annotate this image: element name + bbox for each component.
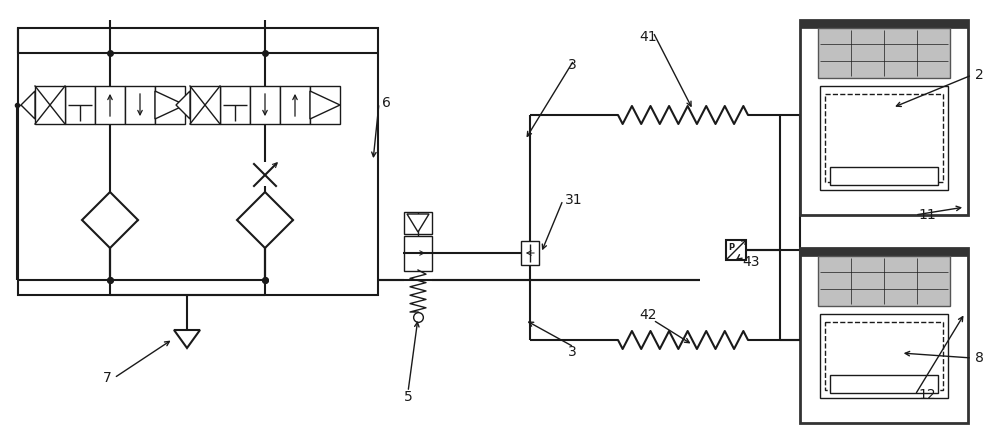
Text: 3: 3 xyxy=(568,345,576,359)
Bar xyxy=(250,86,280,124)
Polygon shape xyxy=(21,91,35,119)
Bar xyxy=(65,86,95,124)
Text: P: P xyxy=(728,243,734,252)
Polygon shape xyxy=(155,91,185,119)
Text: 6: 6 xyxy=(382,96,391,110)
Bar xyxy=(35,86,65,124)
Bar xyxy=(404,236,432,271)
Polygon shape xyxy=(310,91,340,119)
Text: 43: 43 xyxy=(742,255,760,269)
Bar xyxy=(404,212,432,234)
Text: 3: 3 xyxy=(568,58,576,72)
Polygon shape xyxy=(407,214,429,232)
Bar xyxy=(521,241,539,265)
Text: 5: 5 xyxy=(404,390,412,404)
Bar xyxy=(280,86,310,124)
Text: 2: 2 xyxy=(975,68,984,82)
Polygon shape xyxy=(237,192,293,248)
Bar xyxy=(820,314,948,398)
Bar xyxy=(825,322,943,390)
Text: 7: 7 xyxy=(103,371,112,385)
Bar xyxy=(190,86,220,124)
Bar xyxy=(310,86,340,124)
Bar xyxy=(95,86,125,124)
Bar xyxy=(726,240,746,260)
Bar xyxy=(800,248,968,256)
Polygon shape xyxy=(176,91,190,119)
Bar xyxy=(800,20,968,215)
Text: 8: 8 xyxy=(975,351,984,365)
Bar xyxy=(220,86,250,124)
Bar xyxy=(830,167,938,185)
Bar xyxy=(825,94,943,182)
Text: 12: 12 xyxy=(918,388,936,402)
Text: 31: 31 xyxy=(565,193,583,207)
Text: 42: 42 xyxy=(639,308,657,322)
Bar xyxy=(800,248,968,423)
Bar xyxy=(800,20,968,28)
Bar xyxy=(18,28,378,295)
Bar xyxy=(830,375,938,393)
Bar xyxy=(818,28,950,78)
Text: 11: 11 xyxy=(918,208,936,222)
Bar xyxy=(155,86,185,124)
Polygon shape xyxy=(82,192,138,248)
Polygon shape xyxy=(174,330,200,348)
Bar xyxy=(820,86,948,190)
Bar xyxy=(818,256,950,306)
Text: 41: 41 xyxy=(639,30,657,44)
Bar xyxy=(125,86,155,124)
